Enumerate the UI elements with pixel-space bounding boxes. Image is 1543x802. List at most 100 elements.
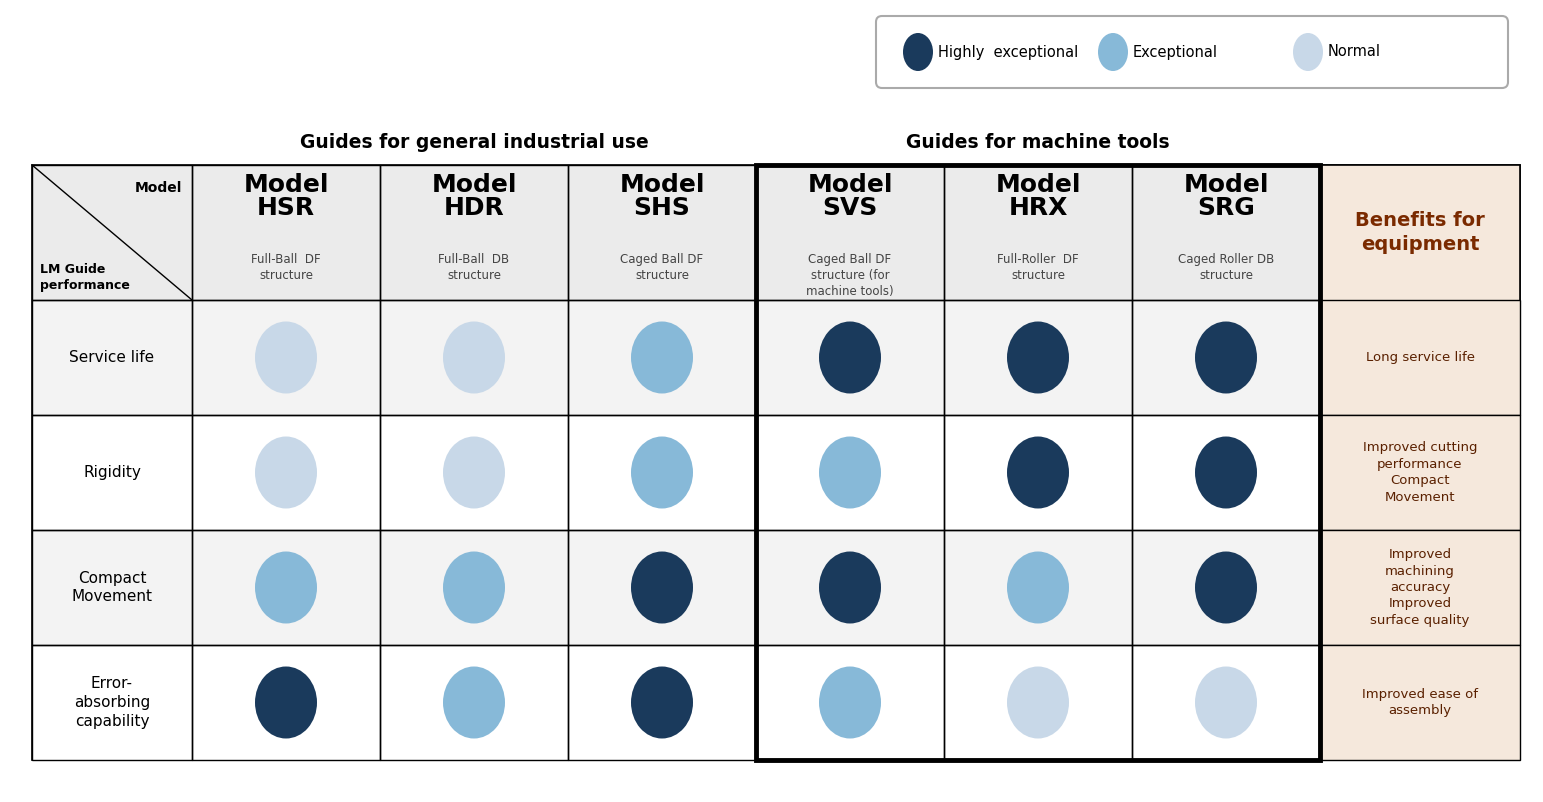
Bar (568, 645, 756, 760)
Ellipse shape (255, 666, 316, 739)
Bar (32, 645, 191, 760)
Ellipse shape (255, 552, 316, 623)
Text: Model
SHS: Model SHS (619, 173, 705, 220)
Bar (380, 165, 568, 300)
Text: Full-Ball  DB
structure: Full-Ball DB structure (438, 253, 509, 282)
Text: Error-
absorbing
capability: Error- absorbing capability (74, 676, 150, 728)
Bar (756, 415, 944, 530)
Bar (32, 415, 191, 530)
FancyBboxPatch shape (876, 16, 1508, 88)
Bar (380, 300, 568, 415)
Ellipse shape (819, 436, 881, 508)
Text: Improved
machining
accuracy
Improved
surface quality: Improved machining accuracy Improved sur… (1370, 548, 1469, 627)
Text: Model
HSR: Model HSR (244, 173, 329, 220)
Ellipse shape (1099, 33, 1128, 71)
Ellipse shape (255, 322, 316, 394)
Ellipse shape (443, 322, 505, 394)
Bar (32, 415, 1319, 530)
Bar (191, 415, 380, 530)
Text: Service life: Service life (69, 350, 154, 365)
Text: Model
HDR: Model HDR (430, 173, 517, 220)
Text: Rigidity: Rigidity (83, 465, 140, 480)
Text: Model
HRX: Model HRX (995, 173, 1080, 220)
Text: Improved ease of
assembly: Improved ease of assembly (1362, 688, 1478, 717)
Bar (1319, 300, 1520, 415)
Bar (756, 300, 944, 415)
Ellipse shape (443, 666, 505, 739)
Bar (568, 300, 756, 415)
Bar (191, 645, 380, 760)
Bar (191, 165, 380, 300)
Ellipse shape (903, 33, 934, 71)
Ellipse shape (1293, 33, 1322, 71)
Ellipse shape (1194, 322, 1258, 394)
Bar (568, 165, 756, 300)
Bar (32, 300, 191, 415)
Ellipse shape (1008, 436, 1069, 508)
Bar (944, 300, 1133, 415)
Bar (944, 530, 1133, 645)
Bar (380, 530, 568, 645)
Text: Long service life: Long service life (1366, 351, 1475, 364)
Bar (568, 530, 756, 645)
Bar (32, 300, 1319, 415)
Text: Guides for machine tools: Guides for machine tools (906, 133, 1170, 152)
Bar (756, 165, 1319, 760)
Bar (380, 415, 568, 530)
Bar (32, 530, 1319, 645)
Bar (1133, 415, 1319, 530)
Text: Caged Ball DF
structure (for
machine tools): Caged Ball DF structure (for machine too… (805, 253, 893, 298)
Ellipse shape (631, 552, 693, 623)
Text: Improved cutting
performance
Compact
Movement: Improved cutting performance Compact Mov… (1362, 441, 1477, 504)
Ellipse shape (443, 552, 505, 623)
Text: Caged Ball DF
structure: Caged Ball DF structure (620, 253, 704, 282)
Bar (944, 645, 1133, 760)
Bar (568, 415, 756, 530)
Text: Model
SVS: Model SVS (807, 173, 893, 220)
Ellipse shape (819, 552, 881, 623)
Text: Benefits for
equipment: Benefits for equipment (1355, 211, 1484, 253)
Bar (944, 415, 1133, 530)
Bar (191, 300, 380, 415)
Ellipse shape (1008, 666, 1069, 739)
Text: Model
SRG: Model SRG (1183, 173, 1268, 220)
Ellipse shape (1008, 552, 1069, 623)
Ellipse shape (631, 436, 693, 508)
Text: Compact
Movement: Compact Movement (71, 571, 153, 604)
Ellipse shape (255, 436, 316, 508)
Bar (1319, 165, 1520, 760)
Text: Normal: Normal (1329, 44, 1381, 59)
Bar (756, 645, 944, 760)
Text: Model: Model (134, 181, 182, 195)
Ellipse shape (819, 666, 881, 739)
Ellipse shape (819, 322, 881, 394)
Ellipse shape (1194, 666, 1258, 739)
Ellipse shape (1008, 322, 1069, 394)
Text: Highly  exceptional: Highly exceptional (938, 44, 1079, 59)
Ellipse shape (443, 436, 505, 508)
Bar (32, 165, 191, 300)
Text: Guides for general industrial use: Guides for general industrial use (299, 133, 648, 152)
Bar (1133, 165, 1319, 300)
Bar (32, 165, 1319, 300)
Text: LM Guide
performance: LM Guide performance (40, 263, 130, 292)
Bar (756, 530, 944, 645)
Text: Full-Ball  DF
structure: Full-Ball DF structure (252, 253, 321, 282)
Bar (1133, 645, 1319, 760)
Bar (32, 165, 1520, 760)
Ellipse shape (631, 322, 693, 394)
Text: Exceptional: Exceptional (1133, 44, 1217, 59)
Bar (380, 645, 568, 760)
Bar (1319, 415, 1520, 530)
Bar (756, 165, 944, 300)
Bar (944, 165, 1133, 300)
Bar (32, 530, 191, 645)
Ellipse shape (1194, 436, 1258, 508)
Text: Caged Roller DB
structure: Caged Roller DB structure (1177, 253, 1275, 282)
Bar (1133, 530, 1319, 645)
Bar (1319, 530, 1520, 645)
Text: Full-Roller  DF
structure: Full-Roller DF structure (997, 253, 1079, 282)
Ellipse shape (631, 666, 693, 739)
Bar (32, 645, 1319, 760)
Ellipse shape (1194, 552, 1258, 623)
